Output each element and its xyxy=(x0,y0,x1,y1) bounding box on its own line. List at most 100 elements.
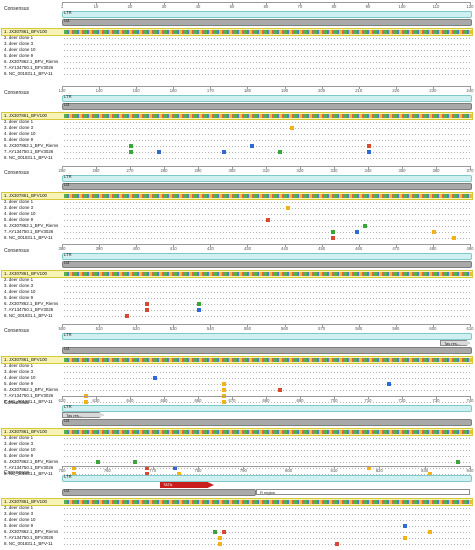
ruler-tick xyxy=(395,324,397,327)
sequence-row[interactable]: 8. NC_001831.1_BFV-11 xyxy=(2,71,472,77)
ruler-tick-label: 660 xyxy=(194,398,202,403)
identity-dots xyxy=(64,372,472,373)
u3-track[interactable] xyxy=(62,103,472,110)
sequence-row[interactable]: 5. deer clone 9 xyxy=(2,137,472,143)
sequence-row[interactable]: 3. deer clone 3 xyxy=(2,511,472,517)
ltr-track[interactable] xyxy=(62,95,472,102)
sequence-row[interactable]: 7. AY134750.1_BFV3026 xyxy=(2,65,472,71)
sequence-row[interactable]: 1. JX307861_BFV100 xyxy=(1,356,473,364)
u3-label: U3 xyxy=(64,102,70,107)
u3-label: U3 xyxy=(64,182,70,187)
sequence-row[interactable]: 4. deer clone 10 xyxy=(2,47,472,53)
ruler-tick-label: 710 xyxy=(364,398,372,403)
sequence-row[interactable]: 2. deer clone 1 xyxy=(2,505,472,511)
sequence-row[interactable]: 1. JX307861_BFV100 xyxy=(1,270,473,278)
ltr-track[interactable] xyxy=(62,405,472,412)
sequence-row[interactable]: 4. deer clone 10 xyxy=(2,289,472,295)
sequence-row[interactable]: 6. JX307862.1_BFV_Riems xyxy=(2,223,472,229)
sequence-row[interactable]: 2. deer clone 1 xyxy=(2,199,472,205)
r-region-feature[interactable]: R region xyxy=(256,489,470,495)
sequence-name: 3. deer clone 3 xyxy=(4,41,34,46)
sequence-row[interactable]: 8. NC_001831.1_BFV-11 xyxy=(2,541,472,547)
sequence-row[interactable]: 8. NC_001831.1_BFV-11 xyxy=(2,399,472,405)
ltr-track[interactable] xyxy=(62,333,472,340)
u3-track[interactable] xyxy=(62,261,472,268)
ltr-track[interactable] xyxy=(62,11,472,18)
sequence-row[interactable]: 8. NC_001831.1_BFV-11 xyxy=(2,313,472,319)
consensus-label: Consensus xyxy=(4,170,30,176)
ruler-tick xyxy=(247,86,249,89)
u3-track[interactable] xyxy=(62,419,472,426)
sequence-row[interactable]: 2. deer clone 1 xyxy=(2,35,472,41)
sequence-row[interactable]: 7. AY134750.1_BFV3026 xyxy=(2,535,472,541)
ltr-track[interactable] xyxy=(62,475,472,482)
u3-track[interactable] xyxy=(62,183,472,190)
sequence-row[interactable]: 4. deer clone 10 xyxy=(2,131,472,137)
tas-response-feature[interactable]: Tas res... xyxy=(62,412,104,418)
identity-dots xyxy=(64,450,472,451)
sequence-name: 5. deer clone 9 xyxy=(4,523,34,528)
sequence-row[interactable]: 6. JX307862.1_BFV_Riems xyxy=(2,529,472,535)
sequence-row[interactable]: 2. deer clone 1 xyxy=(2,435,472,441)
u3-track[interactable] xyxy=(62,489,256,496)
sequence-row[interactable]: 3. deer clone 3 xyxy=(2,205,472,211)
sequence-name: 4. deer clone 10 xyxy=(4,289,36,294)
sequence-row[interactable]: 7. AY134750.1_BFV3026 xyxy=(2,465,472,471)
sequence-row[interactable]: 3. deer clone 3 xyxy=(2,369,472,375)
sequence-row[interactable]: 2. deer clone 1 xyxy=(2,277,472,283)
identity-dots xyxy=(64,140,472,141)
sequence-row[interactable]: 4. deer clone 10 xyxy=(2,447,472,453)
sequence-row[interactable]: 7. AY134750.1_BFV3026 xyxy=(2,229,472,235)
sequence-row[interactable]: 8. NC_001831.1_BFV-11 xyxy=(2,235,472,241)
sequence-row[interactable]: 6. JX307862.1_BFV_Riems xyxy=(2,459,472,465)
ltr-track[interactable] xyxy=(62,253,472,260)
position-ruler: 380 390 400 410 420 430 440 450 460 470 480 490 xyxy=(59,244,474,252)
mismatch-base xyxy=(330,236,335,240)
u3-track[interactable] xyxy=(62,347,472,354)
sequence-name: 3. deer clone 3 xyxy=(4,441,34,446)
sequence-row[interactable]: 2. deer clone 1 xyxy=(2,119,472,125)
sequence-row[interactable]: 4. deer clone 10 xyxy=(2,517,472,523)
u3-track[interactable] xyxy=(62,19,472,26)
sequence-row[interactable]: 4. deer clone 10 xyxy=(2,211,472,217)
sequence-row[interactable]: 3. deer clone 3 xyxy=(2,283,472,289)
ruler-line xyxy=(62,324,470,325)
ruler-tick-label: 620 xyxy=(58,398,66,403)
sequence-name: 8. NC_001831.1_BFV-11 xyxy=(4,471,53,476)
sequence-row[interactable]: 2. deer clone 1 xyxy=(2,363,472,369)
sequence-row[interactable]: 1. JX307861_BFV100 xyxy=(1,28,473,36)
sequence-row[interactable]: 6. JX307862.1_BFV_Riems xyxy=(2,143,472,149)
sequence-row[interactable]: 7. AY134750.1_BFV3026 xyxy=(2,149,472,155)
tata-box-feature[interactable]: TATA xyxy=(160,482,214,488)
ruler-tick-label: 510 xyxy=(95,326,103,331)
identity-dots xyxy=(64,438,472,439)
sequence-row[interactable]: 7. AY134750.1_BFV3026 xyxy=(2,307,472,313)
tas-response-feature[interactable]: Tas res... xyxy=(440,340,470,346)
sequence-row[interactable]: 4. deer clone 10 xyxy=(2,375,472,381)
sequence-row[interactable]: 6. JX307862.1_BFV_Riems xyxy=(2,387,472,393)
sequence-row[interactable]: 1. JX307861_BFV100 xyxy=(1,428,473,436)
sequence-row[interactable]: 6. JX307862.1_BFV_Riems xyxy=(2,301,472,307)
sequence-row[interactable]: 8. NC_001831.1_BFV-11 xyxy=(2,155,472,161)
mismatch-base xyxy=(221,400,226,404)
sequence-row[interactable]: 1. JX307861_BFV100 xyxy=(1,192,473,200)
sequence-row[interactable]: 1. JX307861_BFV100 xyxy=(1,112,473,120)
sequence-row[interactable]: 5. deer clone 9 xyxy=(2,523,472,529)
sequence-row[interactable]: 5. deer clone 9 xyxy=(2,381,472,387)
sequence-row[interactable]: 3. deer clone 3 xyxy=(2,441,472,447)
sequence-row[interactable]: 5. deer clone 9 xyxy=(2,295,472,301)
sequence-row[interactable]: 8. NC_001831.1_BFV-11 xyxy=(2,471,472,477)
sequence-row[interactable]: 1. JX307861_BFV100 xyxy=(1,498,473,506)
reference-sequence xyxy=(64,114,472,118)
sequence-row[interactable]: 5. deer clone 9 xyxy=(2,53,472,59)
mismatch-base xyxy=(144,472,149,476)
identity-dots xyxy=(64,62,472,63)
sequence-name: 8. NC_001831.1_BFV-11 xyxy=(4,235,53,240)
ltr-track[interactable] xyxy=(62,175,472,182)
sequence-row[interactable]: 3. deer clone 3 xyxy=(2,125,472,131)
sequence-row[interactable]: 5. deer clone 9 xyxy=(2,453,472,459)
sequence-row[interactable]: 3. deer clone 3 xyxy=(2,41,472,47)
ruler-tick xyxy=(432,244,434,247)
sequence-row[interactable]: 6. JX307862.1_BFV_Riems xyxy=(2,59,472,65)
sequence-name: 7. AY134750.1_BFV3026 xyxy=(4,535,54,540)
